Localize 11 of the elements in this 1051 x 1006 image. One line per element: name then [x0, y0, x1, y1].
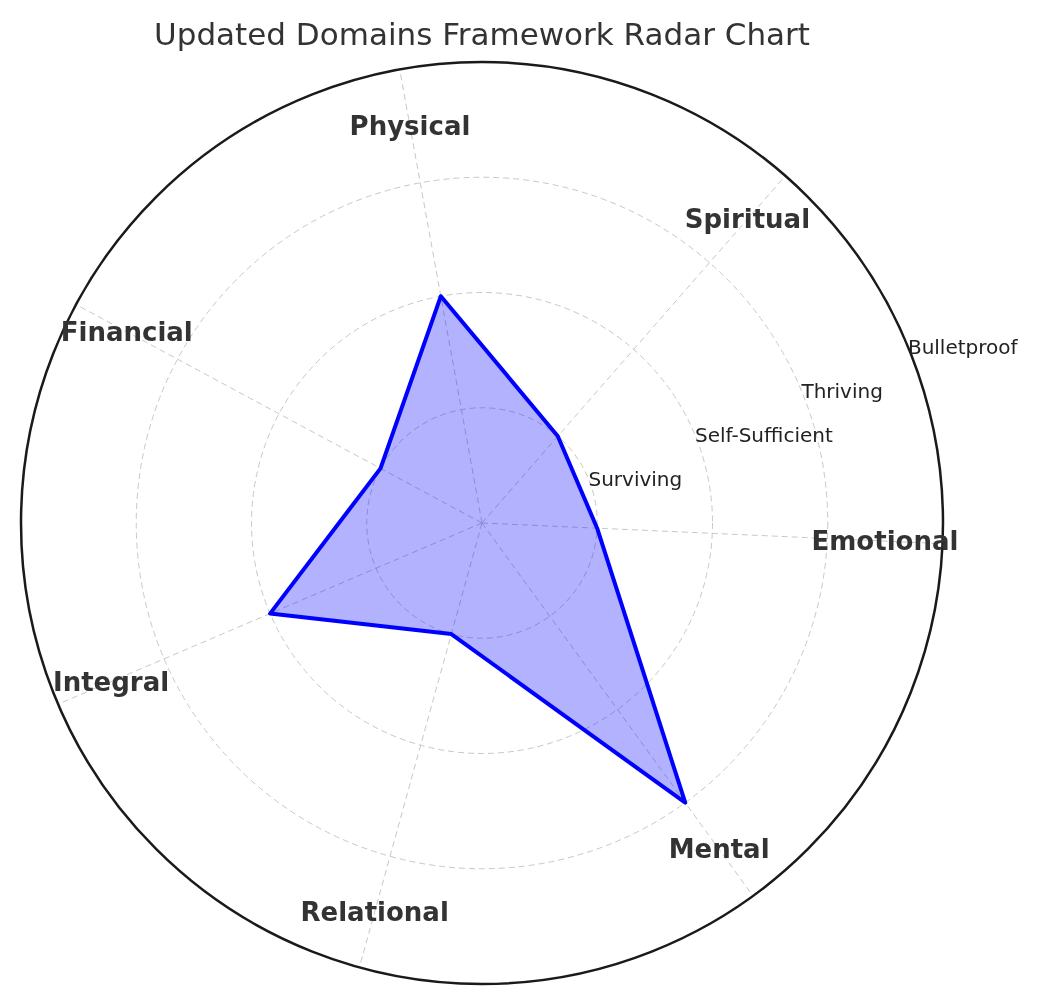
chart-title: Updated Domains Framework Radar Chart	[153, 16, 811, 52]
spoke-label: Relational	[300, 896, 449, 927]
spoke-label: Mental	[668, 834, 770, 865]
y-tick-label: Self-Sufficient	[694, 422, 833, 447]
spoke-label: Financial	[60, 316, 193, 347]
spoke-label: Physical	[349, 111, 471, 142]
spoke-label: Spiritual	[684, 204, 811, 235]
y-tick-label: Thriving	[800, 378, 883, 403]
y-tick-label: Bulletproof	[907, 334, 1019, 359]
y-tick-label: Surviving	[588, 466, 683, 491]
spoke-label: Integral	[53, 666, 170, 697]
